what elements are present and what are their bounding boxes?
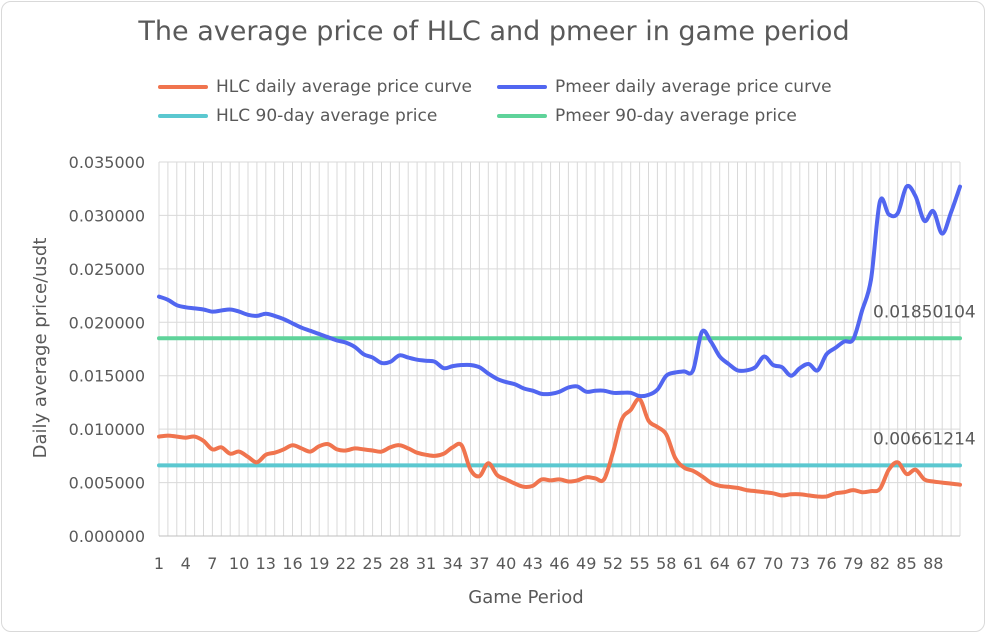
x-tick-label: 88 (923, 554, 943, 573)
legend-swatch-pmeer-90day (497, 114, 547, 118)
legend-label-hlc-daily: HLC daily average price curve (216, 77, 472, 97)
series-layer (157, 183, 962, 499)
x-tick-label: 4 (181, 554, 191, 573)
x-tick-label: 43 (523, 554, 543, 573)
y-tick-label: 0.035000 (69, 153, 145, 172)
x-tick-label: 85 (896, 554, 916, 573)
x-tick-label: 52 (603, 554, 623, 573)
legend-item-hlc-daily: HLC daily average price curve (158, 77, 472, 97)
x-tick-label: 70 (763, 554, 783, 573)
x-tick-label: 61 (683, 554, 703, 573)
annotation-2: 0.00661214 (873, 429, 976, 449)
x-tick-label: 22 (336, 554, 356, 573)
legend-label-pmeer-daily: Pmeer daily average price curve (555, 77, 832, 97)
x-tick-label: 82 (870, 554, 890, 573)
x-tick-label: 37 (469, 554, 489, 573)
x-tick-label: 55 (629, 554, 649, 573)
x-tick-label: 25 (362, 554, 382, 573)
x-tick-label: 28 (389, 554, 409, 573)
legend-item-pmeer-90day: Pmeer 90-day average price (497, 106, 797, 126)
x-tick-label: 13 (256, 554, 276, 573)
legend-item-pmeer-daily: Pmeer daily average price curve (497, 77, 832, 97)
x-tick-label: 76 (816, 554, 836, 573)
y-axis-title: Daily average price/usdt (30, 238, 51, 459)
x-tick-label: 64 (710, 554, 730, 573)
x-tick-label: 7 (207, 554, 217, 573)
y-tick-label: 0.005000 (69, 474, 145, 493)
x-tick-label: 40 (496, 554, 516, 573)
legend-item-hlc-90day: HLC 90-day average price (158, 106, 437, 126)
x-tick-label: 19 (309, 554, 329, 573)
y-tick-label: 0.020000 (69, 313, 145, 332)
y-tick-label: 0.030000 (69, 206, 145, 225)
y-tick-label: 0.000000 (69, 527, 145, 546)
series-line-0 (157, 397, 962, 499)
annotation-3: 0.01850104 (873, 302, 976, 322)
series-line-1 (157, 183, 962, 399)
x-axis-title: Game Period (468, 587, 583, 608)
y-tick-label: 0.025000 (69, 260, 145, 279)
label-layer: 0.000000 0.005000 0.010000 0.015000 0.020000… (69, 153, 976, 573)
legend-label-hlc-90day: HLC 90-day average price (216, 106, 438, 126)
x-tick-label: 16 (282, 554, 302, 573)
legend-swatch-hlc-daily (158, 85, 208, 89)
x-tick-label: 31 (416, 554, 436, 573)
x-tick-label: 67 (736, 554, 756, 573)
legend-swatch-pmeer-daily (497, 85, 547, 89)
x-tick-label: 49 (576, 554, 596, 573)
x-tick-label: 46 (549, 554, 569, 573)
y-tick-label: 0.010000 (69, 420, 145, 439)
y-tick-label: 0.015000 (69, 367, 145, 386)
x-tick-label: 58 (656, 554, 676, 573)
chart-title: The average price of HLC and pmeer in ga… (138, 16, 850, 47)
x-tick-label: 1 (154, 554, 164, 573)
legend-label-pmeer-90day: Pmeer 90-day average price (555, 106, 797, 126)
x-tick-label: 73 (790, 554, 810, 573)
x-tick-label: 79 (843, 554, 863, 573)
x-tick-label: 10 (229, 554, 249, 573)
x-tick-label: 34 (443, 554, 463, 573)
legend-swatch-hlc-90day (158, 114, 208, 118)
